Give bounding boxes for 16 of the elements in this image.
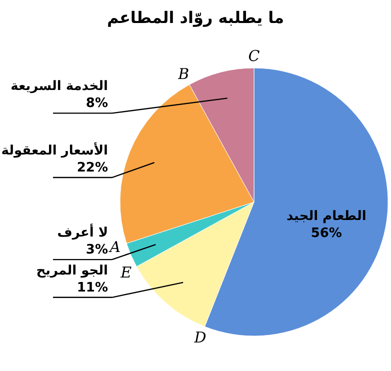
data-label: 3%	[86, 242, 108, 258]
text: A	[108, 238, 121, 256]
slice-label: الجو المريح	[36, 263, 108, 278]
slice-label: الطعام الجيد	[286, 208, 366, 224]
text: D	[193, 328, 206, 347]
text: B	[177, 65, 190, 84]
slice-label: الخدمة السريعة	[10, 79, 108, 94]
text: E	[120, 263, 132, 282]
chart-title: ما يطلبه روّاد المطاعم	[106, 8, 284, 27]
slice-label: لا أعرف	[57, 224, 108, 241]
slice-label: الأسعار المعقولة	[1, 142, 108, 159]
text: C	[248, 47, 260, 65]
data-label: 56%	[310, 226, 342, 241]
data-label: 22%	[76, 160, 108, 176]
data-label: 8%	[86, 96, 108, 112]
data-label: 11%	[76, 280, 108, 296]
